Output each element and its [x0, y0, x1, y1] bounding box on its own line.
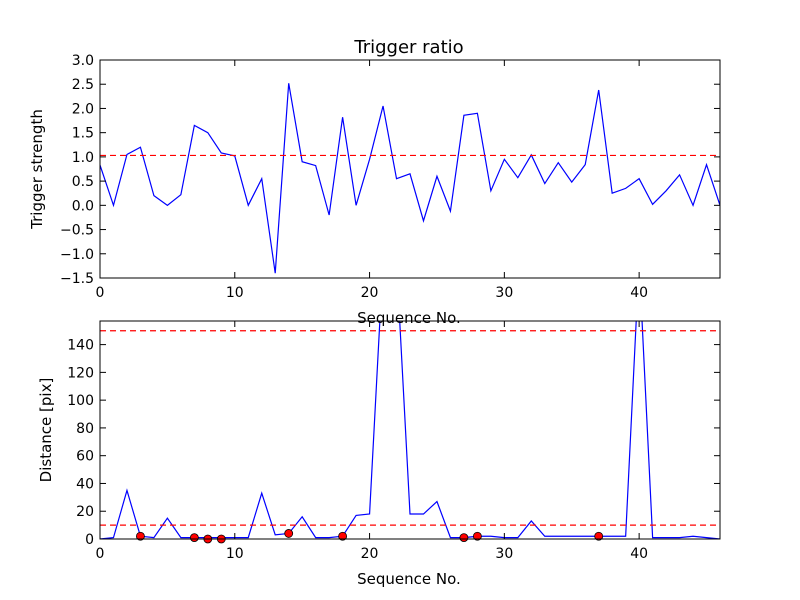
y-tick-label: 0.5	[72, 174, 94, 190]
marker-point	[136, 531, 145, 541]
x-tick-label: 40	[630, 285, 648, 301]
y-tick-label: 1.5	[72, 126, 94, 142]
marker-point	[338, 531, 348, 541]
y-tick-label: 1.0	[72, 150, 94, 166]
y-tick-label: 40	[76, 476, 94, 492]
y-tick-label: −1.5	[60, 271, 94, 287]
y-tick-label: 100	[67, 393, 94, 409]
data-line-bottom	[100, 321, 720, 539]
y-tick-label: 80	[76, 421, 94, 437]
y-tick-label: 120	[67, 365, 94, 381]
y-tick-label: 2.0	[72, 101, 94, 117]
y-tick-label: −0.5	[60, 223, 94, 239]
x-tick-label: 20	[361, 285, 379, 301]
x-tick-label: 0	[96, 285, 105, 301]
x-tick-label: 0	[96, 546, 105, 562]
x-axis-label-top: Sequence No.	[357, 309, 461, 327]
marker-point	[594, 531, 604, 541]
y-tick-label: 140	[67, 338, 94, 354]
plot-frame-top	[99, 59, 721, 279]
y-tick-label: 2.5	[72, 77, 94, 93]
marker-point	[189, 533, 199, 543]
x-tick-label: 40	[630, 546, 648, 562]
x-tick-label: 30	[495, 546, 513, 562]
y-axis-label-top: Trigger strength	[28, 109, 46, 230]
y-axis-label-bottom: Distance [pix]	[37, 378, 55, 483]
x-tick-label: 10	[226, 285, 244, 301]
x-tick-label: 10	[226, 546, 244, 562]
x-tick-label: 30	[495, 285, 513, 301]
marker-point	[284, 529, 294, 538]
plot-frame-bottom	[99, 320, 721, 540]
y-tick-label: 20	[76, 504, 94, 520]
plot-content-top	[100, 83, 720, 274]
marker-point	[459, 533, 469, 543]
chart-title-trigger-ratio: Trigger ratio	[353, 37, 463, 58]
y-tick-label: −1.0	[60, 247, 94, 263]
x-axis-label-bottom: Sequence No.	[357, 570, 461, 588]
plot-content-bottom	[100, 321, 720, 539]
y-tick-label: 0	[85, 532, 94, 548]
x-tick-label: 20	[361, 546, 379, 562]
data-line-top	[100, 83, 720, 274]
marker-point	[472, 531, 482, 541]
y-tick-label: 60	[76, 449, 94, 465]
y-tick-label: 0.0	[72, 198, 94, 214]
y-tick-label: 3.0	[72, 53, 94, 69]
